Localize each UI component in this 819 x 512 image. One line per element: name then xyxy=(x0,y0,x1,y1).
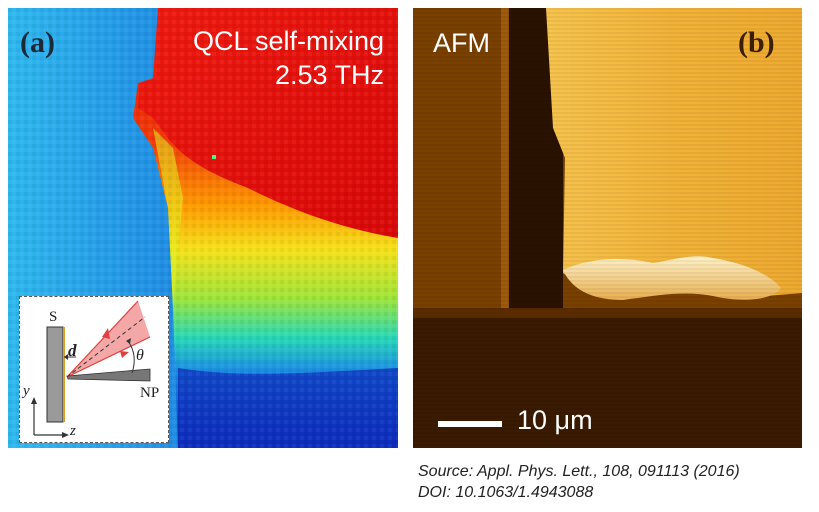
z-axis-label: z xyxy=(70,423,76,439)
heatmap-image xyxy=(8,8,398,448)
sample-label: S xyxy=(49,309,58,325)
afm-topography-image: (b) AFM 10 μm xyxy=(413,8,802,448)
scale-bar xyxy=(438,421,502,427)
distance-label: d xyxy=(68,341,77,360)
angle-label: θ xyxy=(136,347,144,364)
source-doi: DOI: 10.1063/1.4943088 xyxy=(418,484,594,501)
source-citation: Source: Appl. Phys. Lett., 108, 091113 (… xyxy=(418,461,740,503)
measurement-title: QCL self-mixing xyxy=(192,26,384,56)
nanoprobe-label: NP xyxy=(140,385,160,401)
source-reference: Source: Appl. Phys. Lett., 108, 091113 (… xyxy=(418,463,740,480)
afm-mode-label: AFM xyxy=(433,28,490,58)
frequency-label: 2.53 THz xyxy=(274,60,384,90)
y-axis-label: y xyxy=(23,383,30,399)
schematic-diagram xyxy=(31,300,151,438)
thz-near-field-map: (a) QCL self-mixing 2.53 THz xyxy=(8,8,398,448)
panel-b-label: (b) xyxy=(738,26,775,59)
setup-schematic-inset: S d θ NP y z xyxy=(19,296,169,443)
scale-bar-label: 10 μm xyxy=(517,405,593,435)
afm-image xyxy=(413,8,802,448)
panel-a-label: (a) xyxy=(20,26,55,59)
